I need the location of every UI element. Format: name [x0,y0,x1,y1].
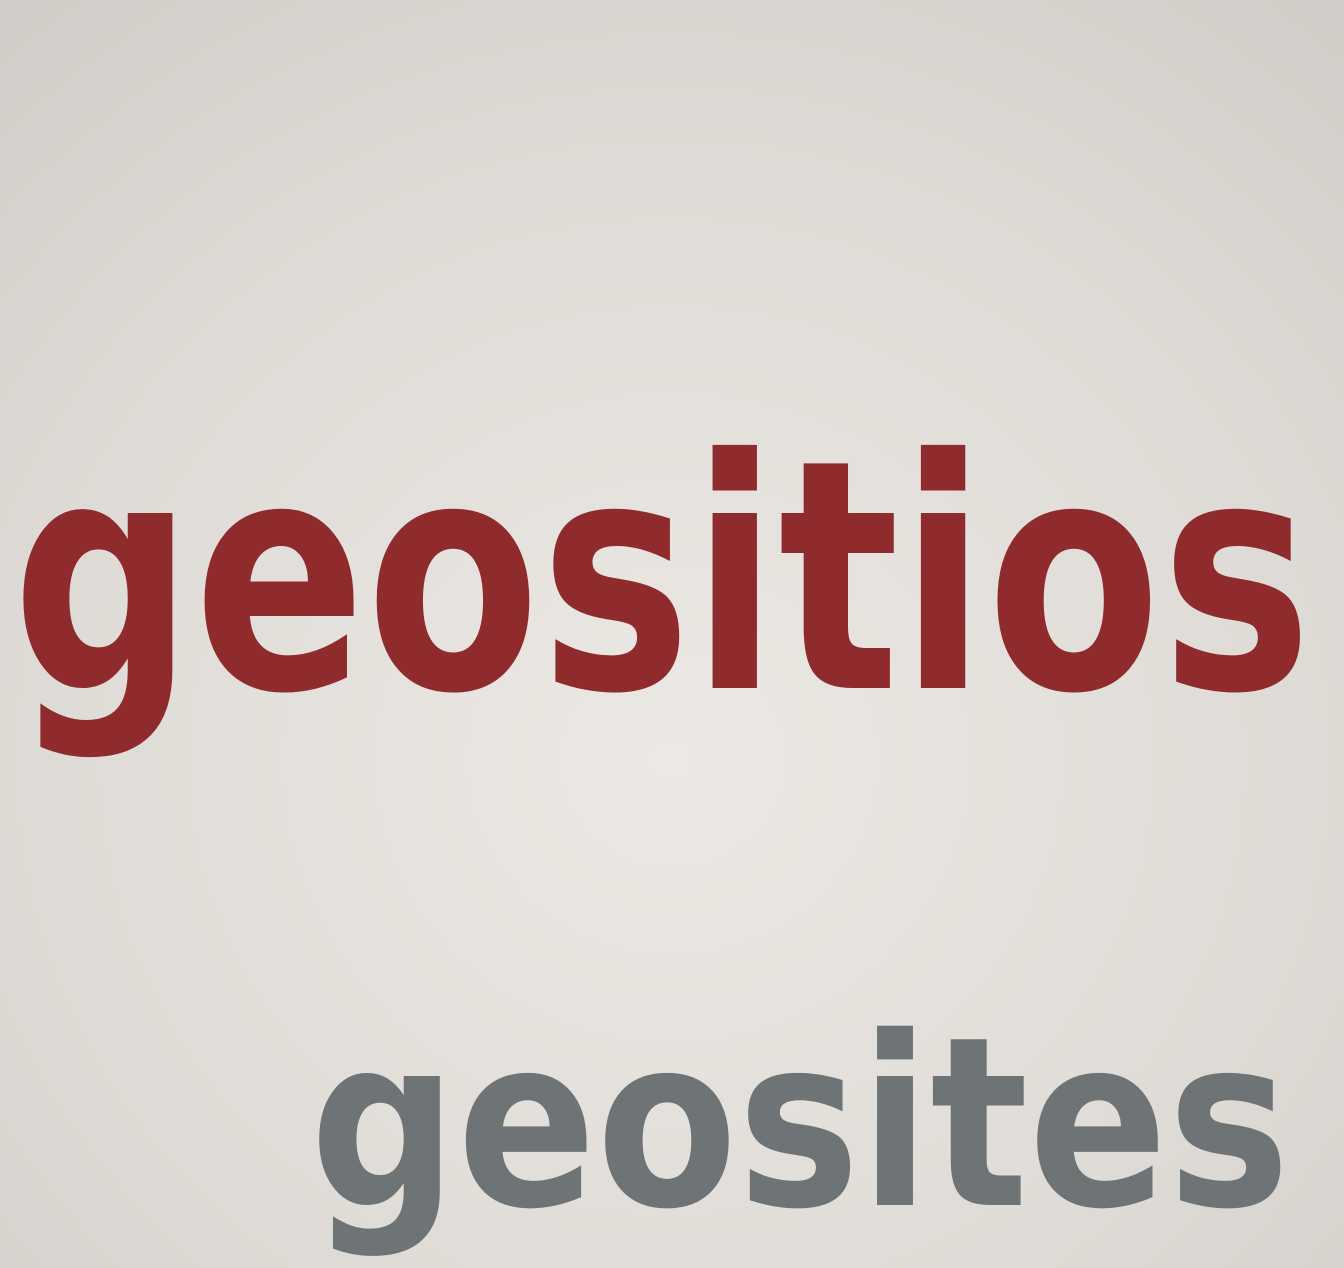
secondary-word: geosites [310,986,1290,1261]
primary-word: geositios [12,392,1312,764]
